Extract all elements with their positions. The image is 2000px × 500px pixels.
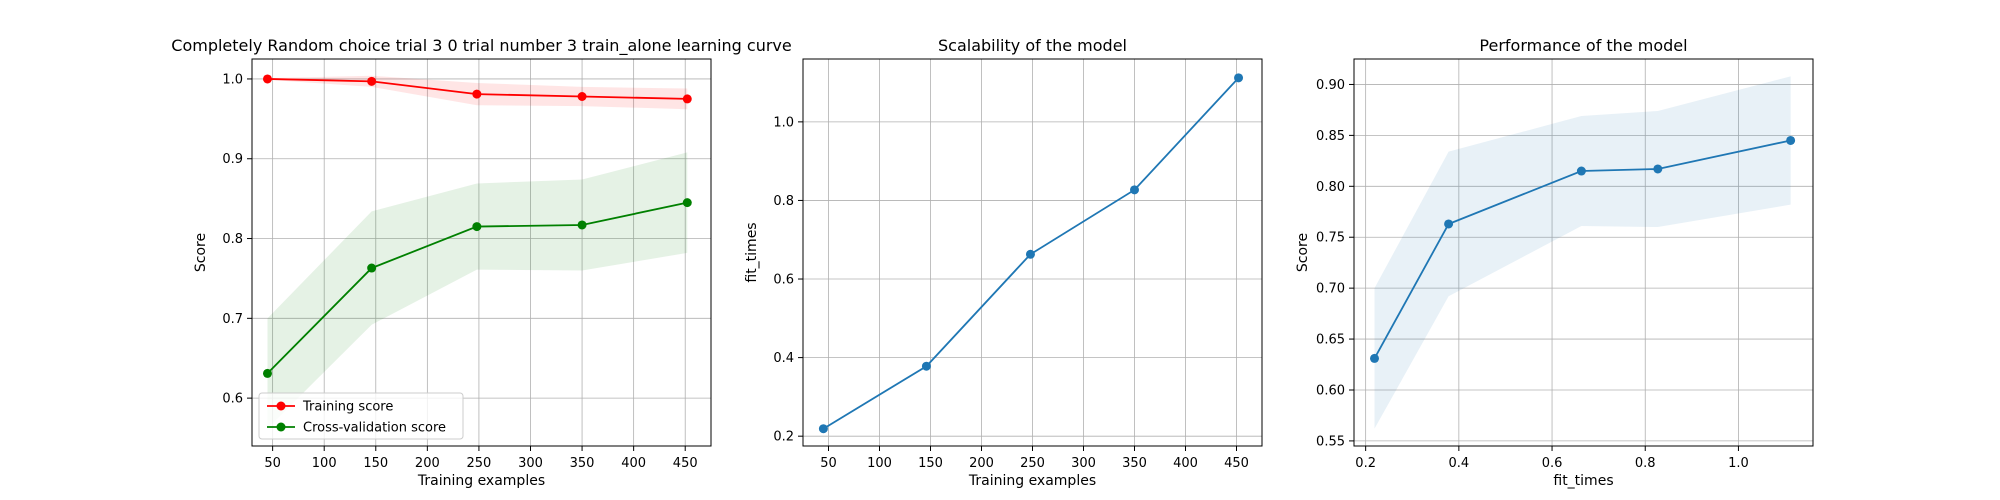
series-0-point <box>472 89 482 99</box>
x-tick-label: 150 <box>918 456 943 471</box>
series-1-point <box>472 222 482 232</box>
y-tick-label: 0.6 <box>773 273 794 288</box>
series-0-point <box>1444 219 1454 229</box>
series-0-point <box>1234 73 1244 83</box>
x-axis-label: fit_times <box>1553 473 1613 489</box>
series-0-point <box>1576 166 1586 176</box>
y-tick-label: 0.55 <box>1316 434 1345 449</box>
y-tick-label: 0.90 <box>1316 78 1345 93</box>
y-tick-label: 0.8 <box>222 232 243 247</box>
x-tick-label: 300 <box>518 456 543 471</box>
x-tick-label: 350 <box>1122 456 1147 471</box>
series-0-point <box>682 94 692 104</box>
x-tick-label: 450 <box>1224 456 1249 471</box>
y-tick-label: 0.70 <box>1316 282 1345 297</box>
x-tick-label: 250 <box>467 456 492 471</box>
x-tick-label: 50 <box>820 456 837 471</box>
x-tick-label: 400 <box>621 456 646 471</box>
legend-box <box>258 392 464 440</box>
legend-label-training: Training score <box>302 400 393 415</box>
axes-frame <box>251 58 712 447</box>
legend-marker-cross-validation <box>276 422 286 432</box>
x-tick-label: 0.4 <box>1449 456 1470 471</box>
x-axis-label: Training examples <box>968 473 1096 489</box>
y-tick-label: 0.60 <box>1316 383 1345 398</box>
series-0-point <box>921 361 931 371</box>
legend-label-cross-validation: Cross-validation score <box>303 421 446 436</box>
series-1-point <box>682 198 692 208</box>
performance-panel: 0.2 0.4 0.6 0.8 1.0 0.55 0.60 0.65 0.70 0.75 0.80 0… <box>1295 36 1814 489</box>
y-tick-label: 0.7 <box>222 312 243 327</box>
y-tick-label: 0.85 <box>1316 129 1345 144</box>
series-0-point <box>1786 135 1796 145</box>
x-tick-label: 300 <box>1071 456 1096 471</box>
legend-entry-cross-validation: Cross-validation score <box>267 421 446 436</box>
x-tick-label: 0.6 <box>1542 456 1563 471</box>
y-axis-label: fit_times <box>744 222 760 282</box>
chart-title: Performance of the model <box>1479 36 1687 55</box>
series-0-point <box>1653 164 1663 174</box>
x-tick-label: 1.0 <box>1728 456 1749 471</box>
legend-marker-training <box>276 401 286 411</box>
y-tick-label: 0.6 <box>222 392 243 407</box>
y-tick-label: 1.0 <box>773 115 794 130</box>
series-0-band <box>1374 76 1791 429</box>
scalability-panel: 50 100 150 200 250 300 350 400 450 0.2 0.4 0.6 0.8 1.… <box>744 36 1263 489</box>
series-1-band <box>267 152 688 429</box>
x-tick-label: 150 <box>363 456 388 471</box>
x-tick-label: 450 <box>673 456 698 471</box>
series-0-point <box>1025 249 1035 259</box>
y-tick-label: 0.75 <box>1316 231 1345 246</box>
learning-curve-panel: 50 100 150 200 250 300 350 400 450 0.6 0.7 0.8 0.9 1.… <box>171 36 791 489</box>
x-tick-label: 0.8 <box>1635 456 1656 471</box>
x-tick-label: 200 <box>415 456 440 471</box>
series-1-point <box>367 263 377 273</box>
legend: Training score Cross-validation score <box>258 392 464 440</box>
x-tick-label: 0.2 <box>1355 456 1376 471</box>
y-tick-label: 0.2 <box>773 430 794 445</box>
y-tick-label: 0.65 <box>1316 333 1345 348</box>
y-tick-label: 0.9 <box>222 152 243 167</box>
y-tick-label: 0.4 <box>773 351 794 366</box>
x-tick-label: 400 <box>1173 456 1198 471</box>
x-tick-label: 200 <box>969 456 994 471</box>
legend-entry-training: Training score <box>267 400 393 415</box>
series-0-point <box>262 74 272 84</box>
chart-title: Completely Random choice trial 3 0 trial… <box>171 36 791 56</box>
x-axis-label: Training examples <box>417 473 545 489</box>
series-0-point <box>1370 353 1380 363</box>
x-tick-label: 100 <box>867 456 892 471</box>
series-0-point <box>1130 185 1139 195</box>
chart-title: Scalability of the model <box>938 36 1127 55</box>
series-0-point <box>577 92 587 102</box>
x-tick-label: 100 <box>312 456 337 471</box>
series-1-point <box>262 368 272 378</box>
y-tick-label: 1.0 <box>222 72 243 87</box>
y-tick-label: 0.8 <box>773 194 794 209</box>
y-tick-label: 0.80 <box>1316 180 1345 195</box>
x-tick-label: 250 <box>1020 456 1045 471</box>
x-tick-label: 50 <box>264 456 281 471</box>
series-0-point <box>367 76 377 86</box>
y-axis-label: Score <box>193 233 209 272</box>
y-axis-label: Score <box>1295 233 1311 272</box>
axes-frame <box>1353 58 1814 447</box>
series-0-point <box>818 424 828 434</box>
series-1-point <box>577 220 587 230</box>
x-tick-label: 350 <box>570 456 595 471</box>
